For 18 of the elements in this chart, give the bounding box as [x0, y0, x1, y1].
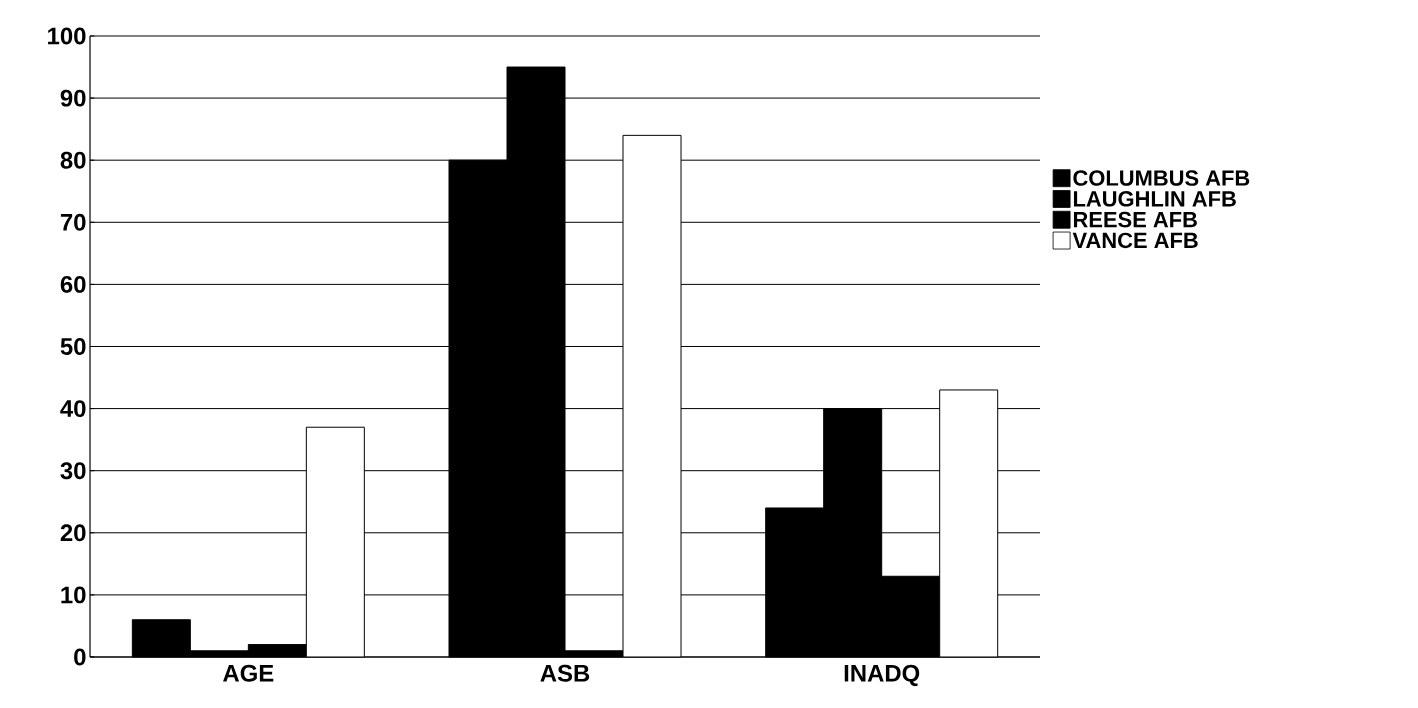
- y-tick-label: 40: [60, 400, 86, 418]
- y-tick-label: 0: [74, 648, 86, 666]
- y-tick-label: 60: [60, 275, 86, 293]
- x-tick-label: INADQ: [844, 664, 920, 687]
- legend-label: LAUGHLIN AFB: [1073, 191, 1236, 207]
- legend-label: COLUMBUS AFB: [1073, 170, 1250, 186]
- y-tick-label: 80: [60, 151, 86, 169]
- legend-label: REESE AFB: [1073, 211, 1197, 228]
- y-tick-label: 100: [48, 27, 86, 45]
- y-tick-label: 50: [60, 338, 86, 355]
- x-tick-label: AGE: [223, 664, 274, 682]
- legend-label: VANCE AFB: [1072, 232, 1198, 249]
- y-tick-label: 10: [61, 586, 86, 604]
- y-tick-label: 70: [60, 213, 86, 231]
- y-tick-label: 90: [60, 89, 86, 107]
- y-tick-label: 30: [60, 462, 86, 480]
- x-tick-label: ASB: [540, 664, 590, 682]
- y-tick-label: 20: [60, 524, 86, 542]
